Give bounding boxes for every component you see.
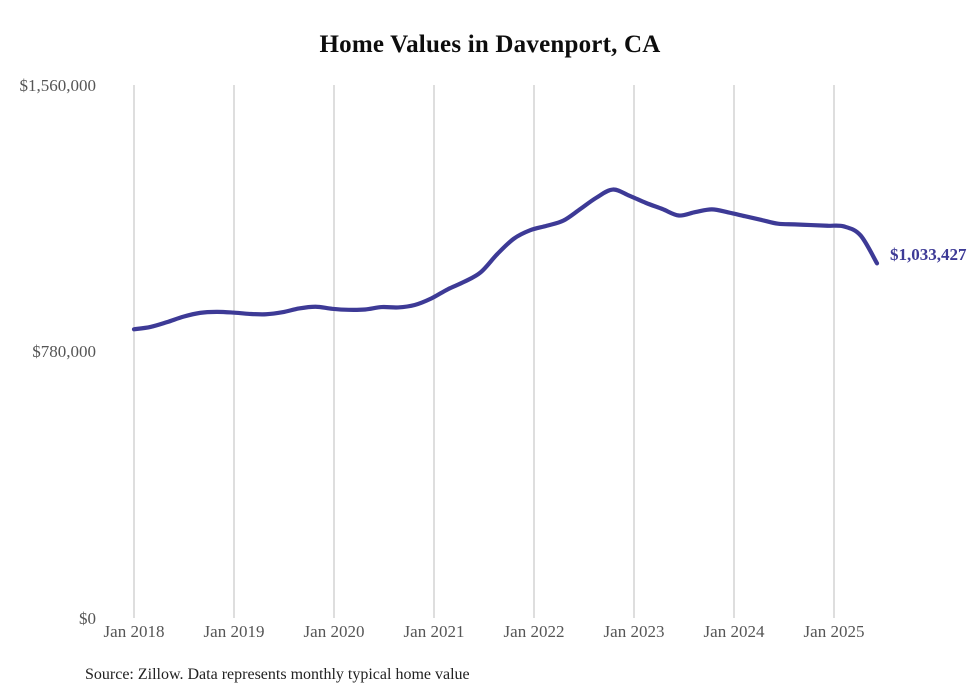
- x-axis-tick-label-jan-2019: Jan 2019: [203, 622, 265, 641]
- home-value-line-series: [131, 187, 880, 332]
- end-value-annotation: $1,033,427: [890, 245, 967, 264]
- chart-title: Home Values in Davenport, CA: [319, 31, 661, 58]
- y-axis-tick-label-mid: $780,000: [32, 342, 96, 361]
- y-axis-tick-label-top: $1,560,000: [19, 76, 97, 95]
- x-axis-tick-label-jan-2021: Jan 2021: [403, 622, 465, 641]
- x-axis-tick-label-jan-2023: Jan 2023: [603, 622, 665, 641]
- source-note: Source: Zillow. Data represents monthly …: [85, 666, 470, 683]
- x-axis-tick-label-jan-2025: Jan 2025: [803, 622, 865, 641]
- y-axis-tick-label-bottom: $0: [79, 609, 96, 628]
- x-axis-tick-label-jan-2024: Jan 2024: [703, 622, 765, 641]
- x-axis-tick-label-jan-2018: Jan 2018: [103, 622, 165, 641]
- x-axis-tick-label-jan-2022: Jan 2022: [503, 622, 565, 641]
- x-axis-tick-label-jan-2020: Jan 2020: [303, 622, 365, 641]
- vertical-gridlines: [133, 85, 835, 618]
